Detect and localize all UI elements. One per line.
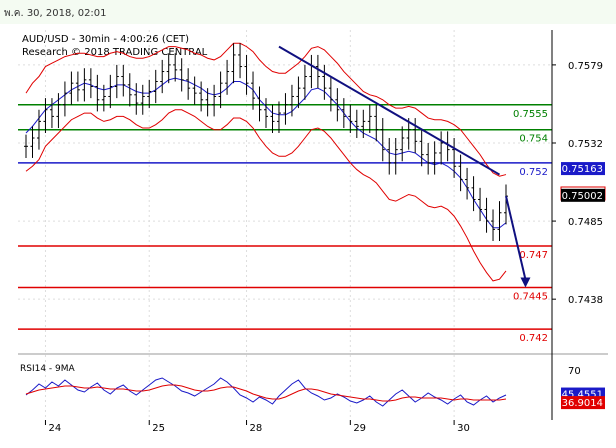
bollinger-lower-line xyxy=(25,109,507,282)
y-tick-label: 0.7532 xyxy=(568,139,603,150)
rsi-label: RSI14 - 9MA xyxy=(20,364,76,374)
price-badge-label: 0.75163 xyxy=(562,164,603,175)
y-tick-label: 0.7579 xyxy=(568,61,603,72)
chart-title: AUD/USD - 30min - 4:00:26 (CET) xyxy=(22,34,189,45)
level-label: 0.742 xyxy=(519,333,548,344)
forecast-arrow-line xyxy=(505,195,527,280)
level-label: 0.7555 xyxy=(513,109,548,120)
rsi-ma-line xyxy=(25,384,507,402)
rsi-badge xyxy=(561,396,605,410)
y-tick-label: 0.7485 xyxy=(568,217,603,228)
price-badge xyxy=(561,188,605,202)
level-label: 0.7445 xyxy=(513,292,548,303)
level-label: 0.752 xyxy=(519,167,548,178)
price-badge xyxy=(561,162,605,176)
level-label: 0.754 xyxy=(519,134,548,145)
level-label: 0.747 xyxy=(519,250,548,261)
x-tick-label: 29 xyxy=(353,423,366,434)
forecast-arrow-head xyxy=(520,277,531,288)
x-tick-label: 25 xyxy=(152,423,165,434)
x-tick-label: 28 xyxy=(250,423,263,434)
header-date: พ.ค. 30, 2018, 02:01 xyxy=(4,8,107,19)
x-tick-label: 30 xyxy=(457,423,470,434)
chart-plot-area xyxy=(18,30,552,354)
rsi-badge-label: 36.9014 xyxy=(562,398,603,409)
rsi-line xyxy=(25,377,507,407)
bollinger-upper-line xyxy=(25,42,507,177)
x-tick-label: 24 xyxy=(48,423,61,434)
y-tick-label: 0.7438 xyxy=(568,295,603,306)
rsi-badge-label: 45.4551 xyxy=(562,390,603,401)
price-badge-label: 0.75002 xyxy=(562,191,603,202)
resistance-trendline xyxy=(278,45,501,176)
rsi-y-tick-label: 70 xyxy=(568,366,581,377)
header-bar: พ.ค. 30, 2018, 02:01 xyxy=(0,0,616,24)
